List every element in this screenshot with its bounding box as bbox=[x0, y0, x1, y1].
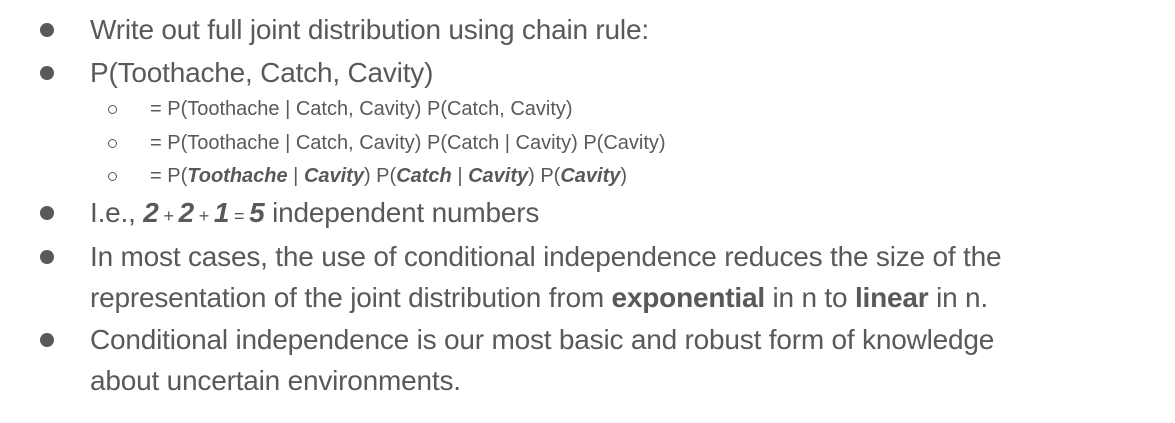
text-cavity: Cavity bbox=[560, 165, 621, 187]
bullet-text-knowledge-line2: about uncertain environments. bbox=[90, 365, 461, 396]
text-fragment: in n. bbox=[928, 282, 988, 313]
bullet-dot bbox=[40, 250, 54, 264]
number-2: 2 bbox=[178, 197, 195, 228]
text-fragment: ) bbox=[620, 165, 628, 187]
bullet-text-count: I.e., 2 + 2 + 1 = 5 independent numbers bbox=[90, 192, 539, 237]
text-fragment: ) P( bbox=[528, 165, 561, 187]
text-fragment: independent numbers bbox=[264, 197, 540, 228]
text-fragment: | bbox=[451, 165, 469, 187]
sub-bullet-text-1: = P(Toothache | Catch, Cavity) P(Catch, … bbox=[150, 98, 573, 120]
bullet-text-independence-line2: representation of the joint distribution… bbox=[90, 277, 988, 319]
bullet-dot bbox=[40, 206, 54, 220]
text-fragment: = P( bbox=[150, 165, 188, 187]
sub-bullet-text-2: = P(Toothache | Catch, Cavity) P(Catch |… bbox=[150, 132, 666, 154]
plus-sign: + bbox=[193, 206, 214, 226]
text-toothache: Toothache bbox=[187, 165, 288, 187]
bullet-text-chain-rule: Write out full joint distribution using … bbox=[90, 14, 649, 45]
text-catch: Catch bbox=[396, 165, 452, 187]
text-cavity: Cavity bbox=[303, 165, 364, 187]
text-fragment: in n to bbox=[764, 282, 855, 313]
text-cavity: Cavity bbox=[468, 165, 529, 187]
text-linear: linear bbox=[854, 282, 929, 313]
sub-bullet-circle bbox=[108, 139, 117, 148]
text-exponential: exponential bbox=[611, 282, 766, 313]
text-fragment: I.e., bbox=[90, 197, 144, 228]
text-fragment: representation of the joint distribution… bbox=[90, 282, 612, 313]
sub-bullet-text-3: = P(Toothache | Cavity) P(Catch | Cavity… bbox=[150, 161, 627, 191]
bullet-dot bbox=[40, 66, 54, 80]
sub-bullet-circle bbox=[108, 172, 117, 181]
bullet-text-joint: P(Toothache, Catch, Cavity) bbox=[90, 57, 434, 88]
bullet-text-knowledge-line1: Conditional independence is our most bas… bbox=[90, 324, 995, 355]
bullet-text-independence-line1: In most cases, the use of conditional in… bbox=[90, 241, 1002, 272]
equals-sign: = bbox=[229, 206, 250, 226]
text-fragment: | bbox=[287, 165, 304, 187]
bullet-dot bbox=[40, 333, 54, 347]
number-5: 5 bbox=[249, 197, 265, 228]
number-1: 1 bbox=[213, 197, 230, 228]
plus-sign: + bbox=[158, 206, 179, 226]
bullet-dot bbox=[40, 23, 54, 37]
text-fragment: ) P( bbox=[363, 165, 397, 187]
sub-bullet-circle bbox=[108, 105, 117, 114]
number-2: 2 bbox=[143, 197, 159, 228]
